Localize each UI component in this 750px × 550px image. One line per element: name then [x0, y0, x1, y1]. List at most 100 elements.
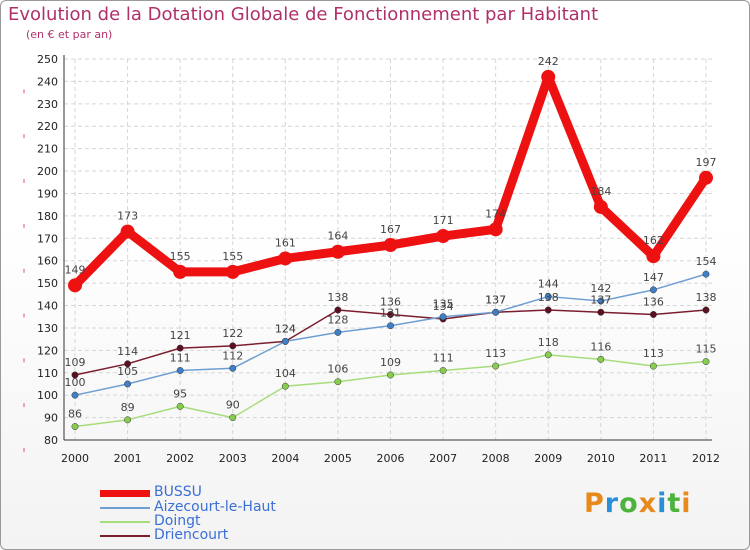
data-point-doingt-2007: [439, 367, 447, 374]
data-point-aizecourt-le-haut-2001: [124, 380, 132, 388]
data-point-doingt-2002: [176, 402, 184, 410]
data-point-aizecourt-le-haut-2010: [597, 297, 605, 305]
data-label-bussu-2009: 242: [538, 55, 559, 68]
legend-swatch-bussu: [100, 490, 150, 497]
data-label-doingt-2008: 113: [485, 347, 506, 360]
x-tick-label-2010: 2010: [587, 452, 615, 465]
data-label-aizecourt-le-haut-2009: 144: [538, 278, 559, 291]
logo-letter: o: [619, 488, 639, 519]
legend-item-driencourt: Driencourt: [100, 527, 360, 543]
chart-subtitle: (en € et par an): [26, 28, 113, 41]
data-label-aizecourt-le-haut-2012: 154: [696, 255, 717, 268]
y-tick-label-160: 160: [37, 255, 58, 268]
legend-swatch-aizecourt-le-haut: [100, 507, 150, 509]
data-label-driencourt-2005: 138: [327, 291, 348, 304]
data-point-driencourt-2002: [176, 344, 184, 352]
x-tick-label-2000: 2000: [61, 452, 89, 465]
data-point-aizecourt-le-haut-2008: [492, 308, 500, 316]
data-point-doingt-2005: [334, 378, 342, 386]
logo-letter: i: [657, 488, 668, 519]
data-label-driencourt-2010: 137: [590, 293, 611, 306]
y-tick-label-140: 140: [37, 300, 58, 313]
data-point-doingt-2001: [124, 416, 132, 424]
data-point-aizecourt-le-haut-2011: [649, 286, 657, 294]
data-label-bussu-2003: 155: [222, 250, 243, 263]
legend-label-doingt: Doingt: [154, 513, 201, 529]
data-point-aizecourt-le-haut-2004: [281, 337, 289, 345]
data-label-aizecourt-le-haut-2005: 128: [327, 313, 348, 326]
data-label-aizecourt-le-haut-2011: 147: [643, 271, 664, 284]
data-point-driencourt-2000: [71, 371, 79, 379]
data-label-driencourt-2006: 136: [380, 295, 401, 308]
data-label-aizecourt-le-haut-2010: 142: [590, 282, 611, 295]
data-point-aizecourt-le-haut-2005: [334, 328, 342, 336]
data-label-aizecourt-le-haut-2004: 124: [275, 322, 296, 335]
y-tick-label-210: 210: [37, 143, 58, 156]
data-point-doingt-2000: [71, 423, 79, 431]
data-label-bussu-2011: 162: [643, 234, 664, 247]
data-point-aizecourt-le-haut-2000: [71, 391, 79, 399]
data-point-aizecourt-le-haut-2012: [702, 270, 710, 278]
data-label-aizecourt-le-haut-2001: 105: [117, 365, 138, 378]
data-label-doingt-2003: 90: [226, 399, 240, 412]
data-label-bussu-2005: 164: [327, 230, 348, 243]
data-label-driencourt-2011: 136: [643, 295, 664, 308]
logo-letter: x: [638, 488, 658, 519]
data-label-aizecourt-le-haut-2002: 111: [170, 352, 191, 365]
data-point-bussu-2005: [330, 244, 345, 259]
data-label-driencourt-2002: 121: [170, 329, 191, 342]
legend-item-bussu: BUSSU: [100, 484, 360, 500]
data-point-aizecourt-le-haut-2007: [439, 313, 447, 321]
data-label-aizecourt-le-haut-2008: 137: [485, 293, 506, 306]
legend-label-bussu: BUSSU: [154, 484, 202, 500]
data-label-aizecourt-le-haut-2000: 100: [65, 376, 86, 389]
data-label-doingt-2005: 106: [327, 363, 348, 376]
y-tick-label-240: 240: [37, 75, 58, 88]
data-label-bussu-2008: 174: [485, 207, 506, 220]
y-tick-label-100: 100: [37, 389, 58, 402]
legend-swatch-doingt: [100, 521, 150, 523]
data-label-doingt-2006: 109: [380, 356, 401, 369]
data-label-doingt-2000: 86: [68, 408, 82, 421]
data-label-doingt-2012: 115: [696, 343, 717, 356]
y-tick-label-250: 250: [37, 53, 58, 66]
data-point-driencourt-2009: [544, 306, 552, 314]
x-tick-label-2012: 2012: [692, 452, 720, 465]
data-label-driencourt-2001: 114: [117, 345, 138, 358]
chart-title: Evolution de la Dotation Globale de Fonc…: [8, 4, 599, 25]
legend-label-driencourt: Driencourt: [154, 527, 229, 543]
data-label-doingt-2002: 95: [173, 387, 187, 400]
data-label-driencourt-2009: 138: [538, 291, 559, 304]
data-label-doingt-2009: 118: [538, 336, 559, 349]
y-tick-label-170: 170: [37, 232, 58, 245]
legend-item-aizecourt-le-haut: Aizecourt-le-Haut: [100, 499, 360, 515]
proxiti-logo: Proxiti: [584, 488, 692, 519]
data-label-doingt-2011: 113: [643, 347, 664, 360]
data-point-driencourt-2005: [334, 306, 342, 314]
data-label-driencourt-2004: 124: [275, 322, 296, 335]
data-point-bussu-2011: [646, 249, 661, 264]
data-label-bussu-2001: 173: [117, 210, 138, 223]
x-tick-label-2003: 2003: [219, 452, 247, 465]
data-point-doingt-2012: [702, 358, 710, 366]
data-label-aizecourt-le-haut-2006: 131: [380, 307, 401, 320]
data-label-bussu-2012: 197: [696, 156, 717, 169]
y-tick-label-80: 80: [44, 434, 58, 447]
data-label-bussu-2004: 161: [275, 236, 296, 249]
data-label-bussu-2010: 184: [590, 185, 611, 198]
data-point-doingt-2010: [597, 355, 605, 363]
data-label-doingt-2004: 104: [275, 367, 296, 380]
y-tick-label-230: 230: [37, 98, 58, 111]
data-label-driencourt-2012: 138: [696, 291, 717, 304]
data-point-aizecourt-le-haut-2009: [544, 293, 552, 301]
data-label-driencourt-2008: 137: [485, 293, 506, 306]
data-point-bussu-2000: [68, 278, 82, 293]
x-tick-label-2008: 2008: [482, 452, 510, 465]
x-tick-label-2007: 2007: [429, 452, 457, 465]
x-tick-label-2006: 2006: [377, 452, 405, 465]
logo-letter: P: [584, 488, 605, 519]
data-label-bussu-2006: 167: [380, 223, 401, 236]
y-tick-label-150: 150: [37, 277, 58, 290]
legend-swatch-driencourt: [100, 535, 150, 537]
